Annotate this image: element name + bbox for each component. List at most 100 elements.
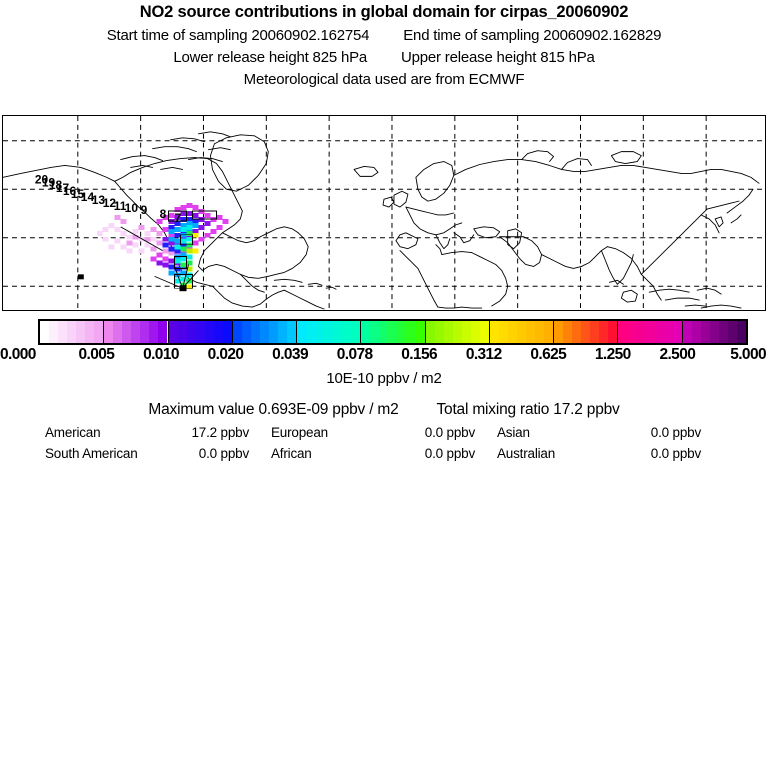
trajectory-day-labels: 20 19 18 17 16 15 14 13 12 11 10 9 8 7: [35, 172, 182, 225]
colorbar-segment-6: [425, 321, 490, 343]
colorbar-band: [333, 321, 343, 343]
colorbar-band: [572, 321, 582, 343]
colorbar-band: [516, 321, 526, 343]
colorbar-band: [479, 321, 489, 343]
colorbar-band: [470, 321, 480, 343]
colorbar-band: [158, 321, 168, 343]
colorbar-band: [563, 321, 573, 343]
colorbar-segment-10: [682, 321, 746, 343]
colorbar-band: [324, 321, 334, 343]
svg-text:15: 15: [71, 187, 85, 201]
colorbar-band: [67, 321, 77, 343]
region-contribution-rows: American 17.2 ppbv European 0.0 ppbv Asian 0.…: [0, 425, 768, 461]
region-cell: South American 0.0 ppbv: [45, 446, 271, 461]
colorbar-segment-3: [232, 321, 298, 343]
colorbar-tick-7: 0.312: [465, 346, 502, 363]
colorbar-band: [645, 321, 655, 343]
colorbar-band: [691, 321, 701, 343]
colorbar-band: [149, 321, 159, 343]
figure-header: NO2 source contributions in global domai…: [0, 4, 768, 87]
trajectory-lines: [120, 226, 199, 289]
colorbar-segment-8: [554, 321, 619, 343]
region-name: Asian: [497, 425, 530, 440]
colorbar-band: [58, 321, 68, 343]
end-time-label: End time of sampling: [403, 26, 540, 44]
colorbar-band: [498, 321, 508, 343]
colorbar-segment-9: [618, 321, 683, 343]
colorbar-band: [268, 321, 278, 343]
region-value: 0.0 ppbv: [650, 446, 701, 461]
colorbar-tick-3: 0.020: [207, 346, 244, 363]
colorbar-tick-2: 0.010: [143, 346, 179, 363]
region-name: South American: [45, 446, 138, 461]
colorbar-band: [351, 321, 361, 343]
colorbar-band: [535, 321, 545, 343]
colorbar-tick-5: 0.078: [336, 346, 373, 363]
colorbar-segment-2: [168, 321, 233, 343]
colorbar-band: [608, 321, 618, 343]
colorbar-band: [672, 321, 682, 343]
region-cell: American 17.2 ppbv: [45, 425, 271, 440]
lower-height-label: Lower release height: [173, 48, 309, 66]
colorbar-band: [544, 321, 554, 343]
svg-text:7: 7: [175, 211, 182, 225]
region-cell: Asian 0.0 ppbv: [497, 425, 723, 440]
colorbar-band: [250, 321, 260, 343]
colorbar-band: [379, 321, 389, 343]
svg-text:18: 18: [49, 178, 63, 192]
colorbar-band: [581, 321, 591, 343]
max-value-label: Maximum value: [148, 401, 255, 418]
svg-text:9: 9: [141, 203, 148, 217]
colorbar-tick-0: 0.000: [0, 346, 36, 363]
region-row: South American 0.0 ppbv African 0.0 ppbv Aus…: [0, 446, 768, 461]
colorbar-band: [168, 321, 178, 343]
colorbar-band: [415, 321, 425, 343]
colorbar-band: [397, 321, 407, 343]
colorbar-tick-6: 0.156: [401, 346, 438, 363]
colorbar-band: [736, 321, 746, 343]
coastlines: [3, 131, 760, 310]
plume-concentration-field: [96, 203, 229, 292]
colorbar-band: [599, 321, 609, 343]
svg-text:20: 20: [35, 172, 49, 186]
colorbar-band: [140, 321, 150, 343]
colorbar-tick-8: 0.625: [530, 346, 567, 363]
colorbar-tick-10: 2.500: [659, 346, 696, 363]
colorbar-band: [259, 321, 269, 343]
colorbar-band: [241, 321, 251, 343]
colorbar-band: [507, 321, 517, 343]
svg-text:11: 11: [114, 199, 127, 213]
world-map-panel: 20 19 18 17 16 15 14 13 12 11 10 9 8 7: [2, 115, 766, 311]
map-canvas: 20 19 18 17 16 15 14 13 12 11 10 9 8 7: [3, 116, 765, 310]
region-value: 0.0 ppbv: [650, 425, 701, 440]
colorbar-band: [49, 321, 59, 343]
colorbar-band: [306, 321, 316, 343]
colorbar-band: [388, 321, 398, 343]
colorbar-band: [222, 321, 232, 343]
colorbar-band: [370, 321, 380, 343]
colorbar-band: [618, 321, 628, 343]
sampling-time-line: Start time of sampling 20060902.162754 E…: [0, 28, 768, 43]
colorbar-band: [297, 321, 307, 343]
release-height-line: Lower release height 825 hPa Upper relea…: [0, 50, 768, 65]
colorbar-band: [195, 321, 205, 343]
colorbar-band: [361, 321, 371, 343]
colorbar-band: [122, 321, 132, 343]
colorbar-band: [406, 321, 416, 343]
upper-height-label: Upper release height: [400, 48, 537, 66]
summary-line: Maximum value 0.693E-09 ppbv / m2 Total …: [0, 401, 768, 419]
colorbar-band: [85, 321, 95, 343]
colorbar-band: [342, 321, 352, 343]
max-value-value: 0.693E-09 ppbv / m2: [258, 401, 399, 418]
colorbar-band: [104, 321, 114, 343]
colorbar-tick-1: 0.005: [78, 346, 115, 363]
colorbar-band: [682, 321, 692, 343]
colorbar-band: [443, 321, 453, 343]
colorbar-band: [425, 321, 435, 343]
colorbar-band: [627, 321, 637, 343]
total-mixing-ratio-label: Total mixing ratio: [436, 401, 550, 418]
colorbar-tick-4: 0.039: [272, 346, 308, 363]
colorbar-band: [204, 321, 214, 343]
colorbar-band: [315, 321, 325, 343]
colorbar-band: [177, 321, 187, 343]
